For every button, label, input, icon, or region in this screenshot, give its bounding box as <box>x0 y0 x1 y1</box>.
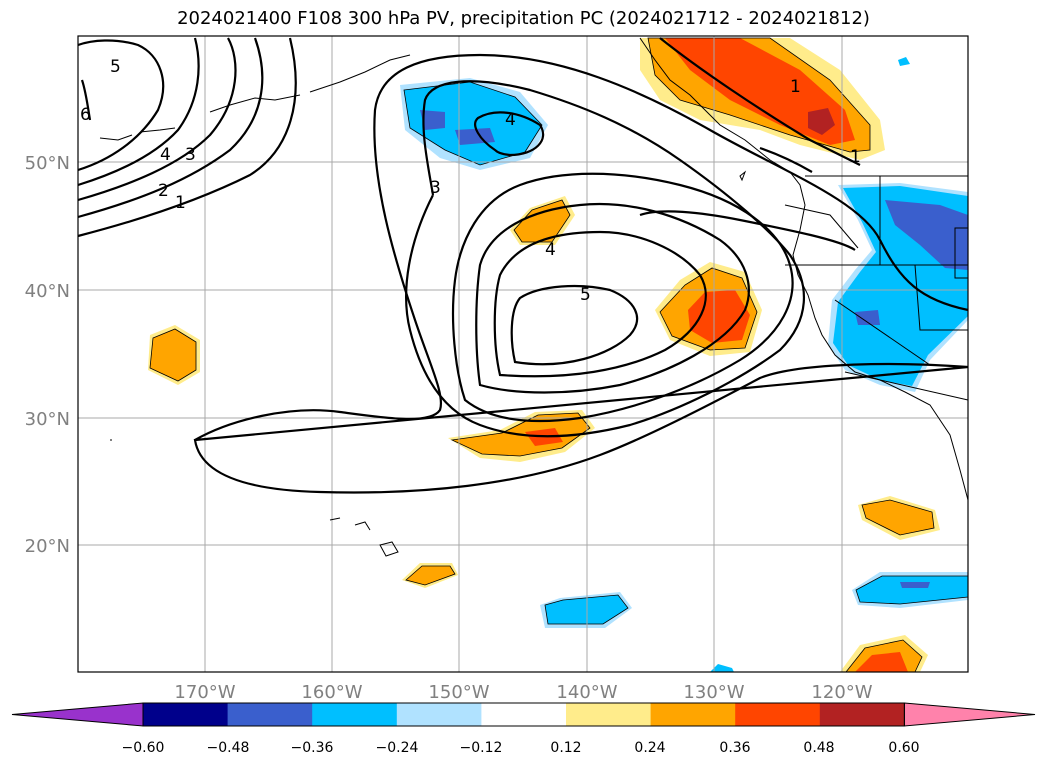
lon-tick-label: 170°W <box>174 682 235 703</box>
lon-tick-label: 150°W <box>428 682 489 703</box>
precip-negative-region <box>898 57 910 66</box>
lon-tick-label: 160°W <box>301 682 362 703</box>
colorbar-tick-label: −0.36 <box>291 740 334 756</box>
map-title: 2024021400 F108 300 hPa PV, precipitatio… <box>177 8 870 29</box>
lon-tick-label: 130°W <box>683 682 744 703</box>
precip-positive-region <box>514 200 570 242</box>
contour-label: 6 <box>80 105 91 125</box>
colorbar-tick-label: −0.60 <box>122 740 165 756</box>
precip-negative-region <box>455 128 495 145</box>
colorbar-swatch <box>735 703 821 726</box>
colorbar <box>11 702 1036 727</box>
colorbar-tick-label: −0.12 <box>460 740 503 756</box>
colorbar-swatch <box>143 703 229 726</box>
lat-tick-label: 40°N <box>25 281 70 302</box>
lon-tick-label: 140°W <box>556 682 617 703</box>
lon-tick-labels: 170°W 160°W 150°W 140°W 130°W 120°W <box>174 682 872 703</box>
colorbar-swatch <box>650 703 736 726</box>
contour-label: 1 <box>790 77 801 97</box>
precip-positive-region <box>862 500 934 535</box>
lat-tick-label: 30°N <box>25 409 70 430</box>
precip-negative-region <box>855 310 880 325</box>
contour-label: 3 <box>185 145 196 165</box>
precip-positive-region <box>406 566 455 585</box>
lat-tick-label: 50°N <box>25 153 70 174</box>
colorbar-swatch <box>396 703 482 726</box>
precip-negative-region <box>885 200 968 270</box>
colorbar-swatch <box>312 703 398 726</box>
precip-negative-region <box>856 576 968 604</box>
map-frame <box>77 35 969 673</box>
precip-shading <box>148 38 968 672</box>
colorbar-tick-label: −0.24 <box>376 740 419 756</box>
precip-positive-region <box>688 290 750 343</box>
contour-labels: 5 6 4 3 2 1 4 3 4 5 1 1 <box>80 57 861 305</box>
precip-negative-region <box>900 582 930 588</box>
lat-tick-label: 20°N <box>25 536 70 557</box>
colorbar-extend-max <box>903 702 1036 727</box>
contour-label: 2 <box>158 181 169 201</box>
lat-tick-labels: 50°N 40°N 30°N 20°N <box>25 153 70 557</box>
precip-negative-region <box>710 664 734 672</box>
precip-negative-region <box>420 110 445 130</box>
colorbar-tick-label: 0.36 <box>719 740 750 756</box>
contour-label: 5 <box>580 285 591 305</box>
precip-positive-region <box>150 329 196 381</box>
colorbar-outline <box>142 702 905 727</box>
precip-positive-region <box>855 652 908 672</box>
colorbar-swatch <box>227 703 313 726</box>
lon-tick-label: 120°W <box>811 682 872 703</box>
gridlines <box>78 36 968 672</box>
precip-negative-region <box>404 82 542 165</box>
colorbar-tick-label: 0.60 <box>888 740 919 756</box>
precip-positive-region <box>665 38 855 145</box>
colorbar-swatch <box>481 703 567 726</box>
colorbar-tick-labels: −0.60 −0.48 −0.36 −0.24 −0.12 0.12 0.24 … <box>122 740 920 756</box>
contour-label: 3 <box>430 178 441 198</box>
colorbar-tick-label: −0.48 <box>207 740 250 756</box>
colorbar-swatch <box>566 703 652 726</box>
colorbar-swatch <box>819 703 905 726</box>
contour-label: 5 <box>110 57 121 77</box>
contour-label: 4 <box>160 145 171 165</box>
contour-label: 1 <box>175 193 186 213</box>
contour-label: 4 <box>545 240 556 260</box>
colorbar-tick-label: 0.48 <box>803 740 834 756</box>
contour-label: 1 <box>850 147 861 167</box>
colorbar-tick-label: 0.24 <box>634 740 665 756</box>
precip-positive-region <box>808 108 835 135</box>
colorbar-extend-min <box>11 702 144 727</box>
pv-contours <box>77 37 969 494</box>
colorbar-tick-label: 0.12 <box>550 740 581 756</box>
contour-label: 4 <box>505 110 516 130</box>
coastlines <box>99 37 969 557</box>
